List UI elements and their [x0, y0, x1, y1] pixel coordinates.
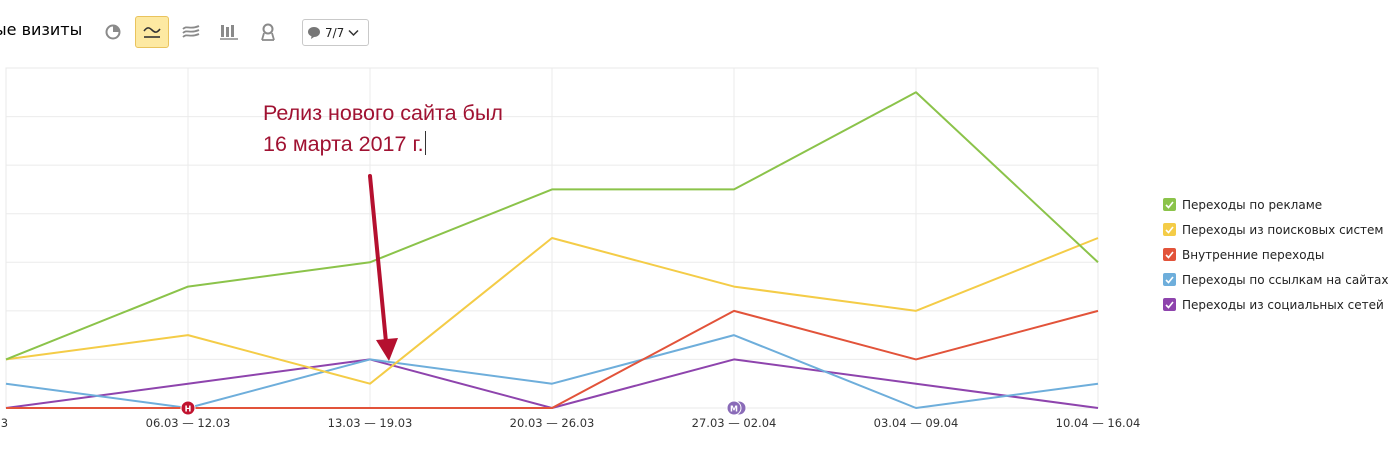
pie-chart-icon — [105, 24, 121, 40]
legend-item[interactable]: Внутренние переходы — [1163, 242, 1388, 267]
line-chart: — 05.03 06.03 — 12.03 13.03 — 19.03 20.03 —… — [0, 67, 1140, 430]
map-pin-icon — [261, 23, 275, 41]
legend-checkbox[interactable] — [1163, 273, 1176, 286]
line-chart-icon — [143, 27, 161, 38]
annotation-arrow — [368, 174, 398, 361]
release-annotation[interactable]: Релиз нового сайта был 16 марта 2017 г. — [263, 98, 503, 160]
legend-checkbox[interactable] — [1163, 248, 1176, 261]
series-line-1 — [5, 91, 1099, 361]
event-marker — [726, 400, 742, 416]
line-chart-button[interactable] — [135, 16, 169, 48]
x-tick-label: 13.03 — 19.03 — [328, 416, 413, 430]
dropdown-value: 7/7 — [325, 25, 345, 40]
bar-chart-icon — [220, 25, 238, 40]
x-tick-label: 03.04 — 09.04 — [874, 416, 959, 430]
x-tick-label: 20.03 — 26.03 — [510, 416, 595, 430]
legend-label: Переходы из поисковых систем — [1182, 222, 1384, 237]
check-icon — [1165, 300, 1174, 309]
legend-item[interactable]: Переходы из социальных сетей — [1163, 292, 1388, 317]
legend-checkbox[interactable] — [1163, 223, 1176, 236]
event-marker-label: Н — [185, 405, 192, 414]
series-line-2 — [5, 237, 1099, 385]
comment-icon — [308, 26, 320, 39]
x-tick-label: 27.03 — 02.04 — [692, 416, 777, 430]
legend-checkbox[interactable] — [1163, 298, 1176, 311]
bar-chart-button[interactable] — [212, 16, 246, 48]
x-tick-label: 06.03 — 12.03 — [146, 416, 231, 430]
check-icon — [1165, 225, 1174, 234]
pie-chart-button[interactable] — [96, 16, 130, 48]
annotation-line-1: Релиз нового сайта был — [263, 101, 503, 125]
legend-item[interactable]: Переходы из поисковых систем — [1163, 217, 1388, 242]
chevron-down-icon — [348, 29, 359, 36]
legend-checkbox[interactable] — [1163, 198, 1176, 211]
legend-label: Внутренние переходы — [1182, 247, 1325, 262]
check-icon — [1165, 275, 1174, 284]
annotations-dropdown[interactable]: 7/7 — [302, 19, 369, 46]
report-title: ые визиты — [0, 20, 83, 39]
event-marker — [180, 400, 196, 416]
text-cursor — [424, 131, 426, 155]
legend-label: Переходы по ссылкам на сайтах — [1182, 272, 1388, 287]
legend-label: Переходы из социальных сетей — [1182, 297, 1384, 312]
x-tick-label: — 05.03 — [0, 416, 8, 430]
check-icon — [1165, 200, 1174, 209]
check-icon — [1165, 250, 1174, 259]
map-button[interactable] — [251, 16, 285, 48]
annotation-line-2: 16 марта 2017 г. — [263, 132, 424, 156]
area-chart-icon — [182, 25, 200, 38]
legend-item[interactable]: Переходы по рекламе — [1163, 192, 1388, 217]
x-tick-label: 10.04 — 16.04 — [1056, 416, 1141, 430]
chart-legend: Переходы по рекламе Переходы из поисковых… — [1163, 192, 1388, 317]
legend-label: Переходы по рекламе — [1182, 197, 1323, 212]
area-chart-button[interactable] — [174, 16, 208, 48]
event-marker-label: М — [730, 405, 738, 414]
legend-item[interactable]: Переходы по ссылкам на сайтах — [1163, 267, 1388, 292]
x-axis-ticks: — 05.03 06.03 — 12.03 13.03 — 19.03 20.03 —… — [0, 416, 1140, 430]
